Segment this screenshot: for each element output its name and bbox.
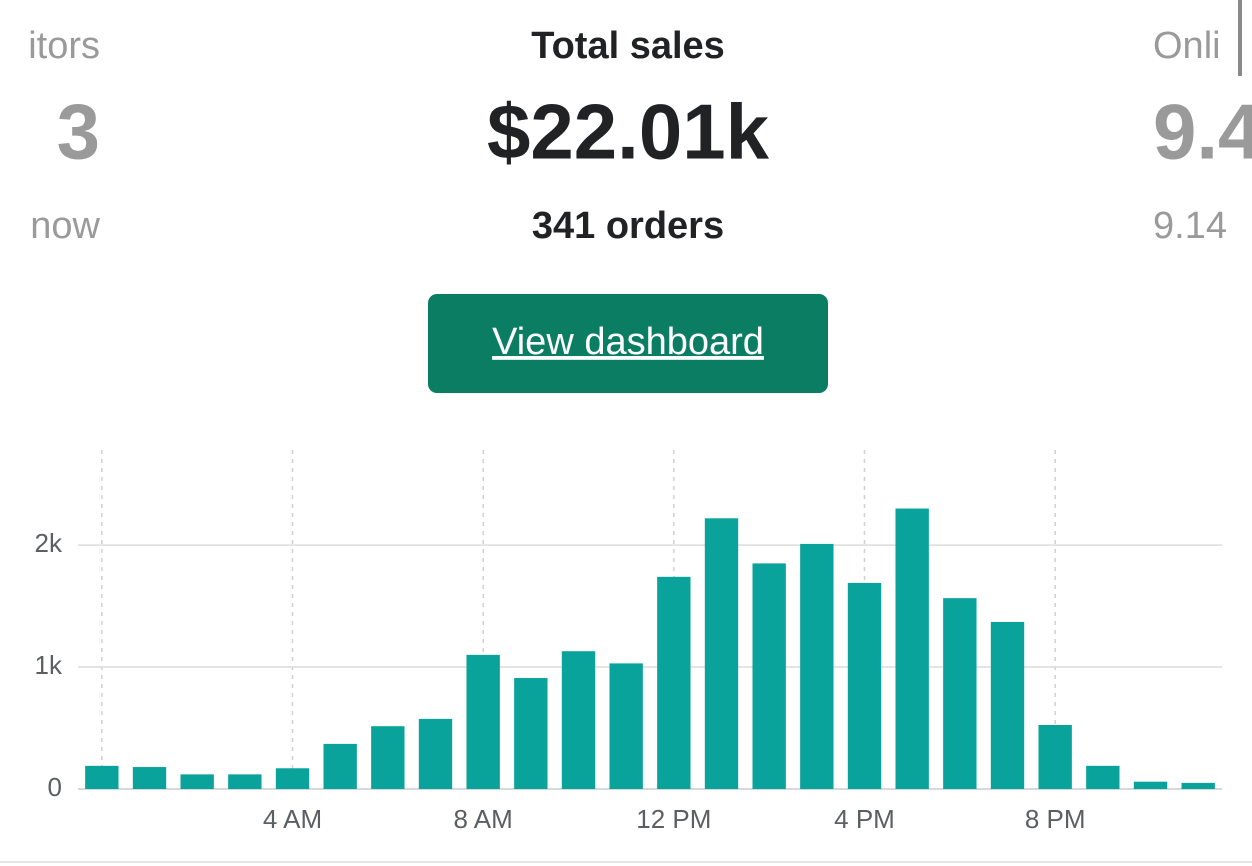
bar — [85, 765, 119, 789]
bar — [180, 774, 214, 789]
bar — [275, 768, 310, 789]
bar — [943, 598, 977, 789]
button-bg[interactable] — [428, 294, 828, 393]
bar — [1086, 765, 1120, 789]
bar — [704, 518, 739, 789]
stat-value: 3 — [57, 88, 100, 176]
stat-value: $22.01k — [487, 88, 770, 176]
x-tick-label: 8 PM — [1025, 804, 1086, 834]
x-tick-label: 12 PM — [636, 804, 711, 834]
bar — [132, 767, 167, 789]
stat-label: Total sales — [531, 25, 725, 67]
x-tick-label: 4 PM — [834, 804, 895, 834]
y-tick-label: 2k — [35, 528, 63, 558]
bar — [752, 563, 786, 789]
bar — [418, 718, 453, 789]
bar — [1038, 724, 1072, 789]
y-tick-label: 0 — [48, 772, 62, 802]
stat-sub: 9.14 — [1153, 205, 1227, 247]
bar — [1181, 782, 1215, 789]
bar — [657, 576, 691, 789]
bar — [371, 726, 405, 789]
bar — [895, 508, 929, 789]
bar — [1133, 781, 1168, 789]
button-label[interactable]: View dashboard — [492, 321, 764, 363]
bar — [800, 543, 834, 789]
bar — [466, 654, 500, 789]
bar — [561, 651, 596, 789]
stat-sub: now — [30, 205, 100, 247]
stat-sub: 341 orders — [532, 205, 724, 247]
view-dashboard-button[interactable]: View dashboard — [428, 294, 828, 393]
chart: 0 1k 2k 4 AM 8 AM 12 PM 4 PM 8 PM — [35, 450, 1222, 834]
stat-value: 9.4 — [1153, 88, 1252, 176]
y-tick-label: 1k — [35, 650, 63, 680]
bar — [228, 774, 262, 789]
bar — [847, 582, 882, 789]
x-tick-label: 8 AM — [454, 804, 513, 834]
bar — [323, 743, 357, 789]
x-tick-label: 4 AM — [263, 804, 322, 834]
bar — [609, 663, 643, 789]
stat-label: Onli — [1153, 25, 1221, 67]
stat-label: itors — [28, 25, 100, 67]
bar — [990, 621, 1025, 789]
bar — [514, 678, 548, 789]
